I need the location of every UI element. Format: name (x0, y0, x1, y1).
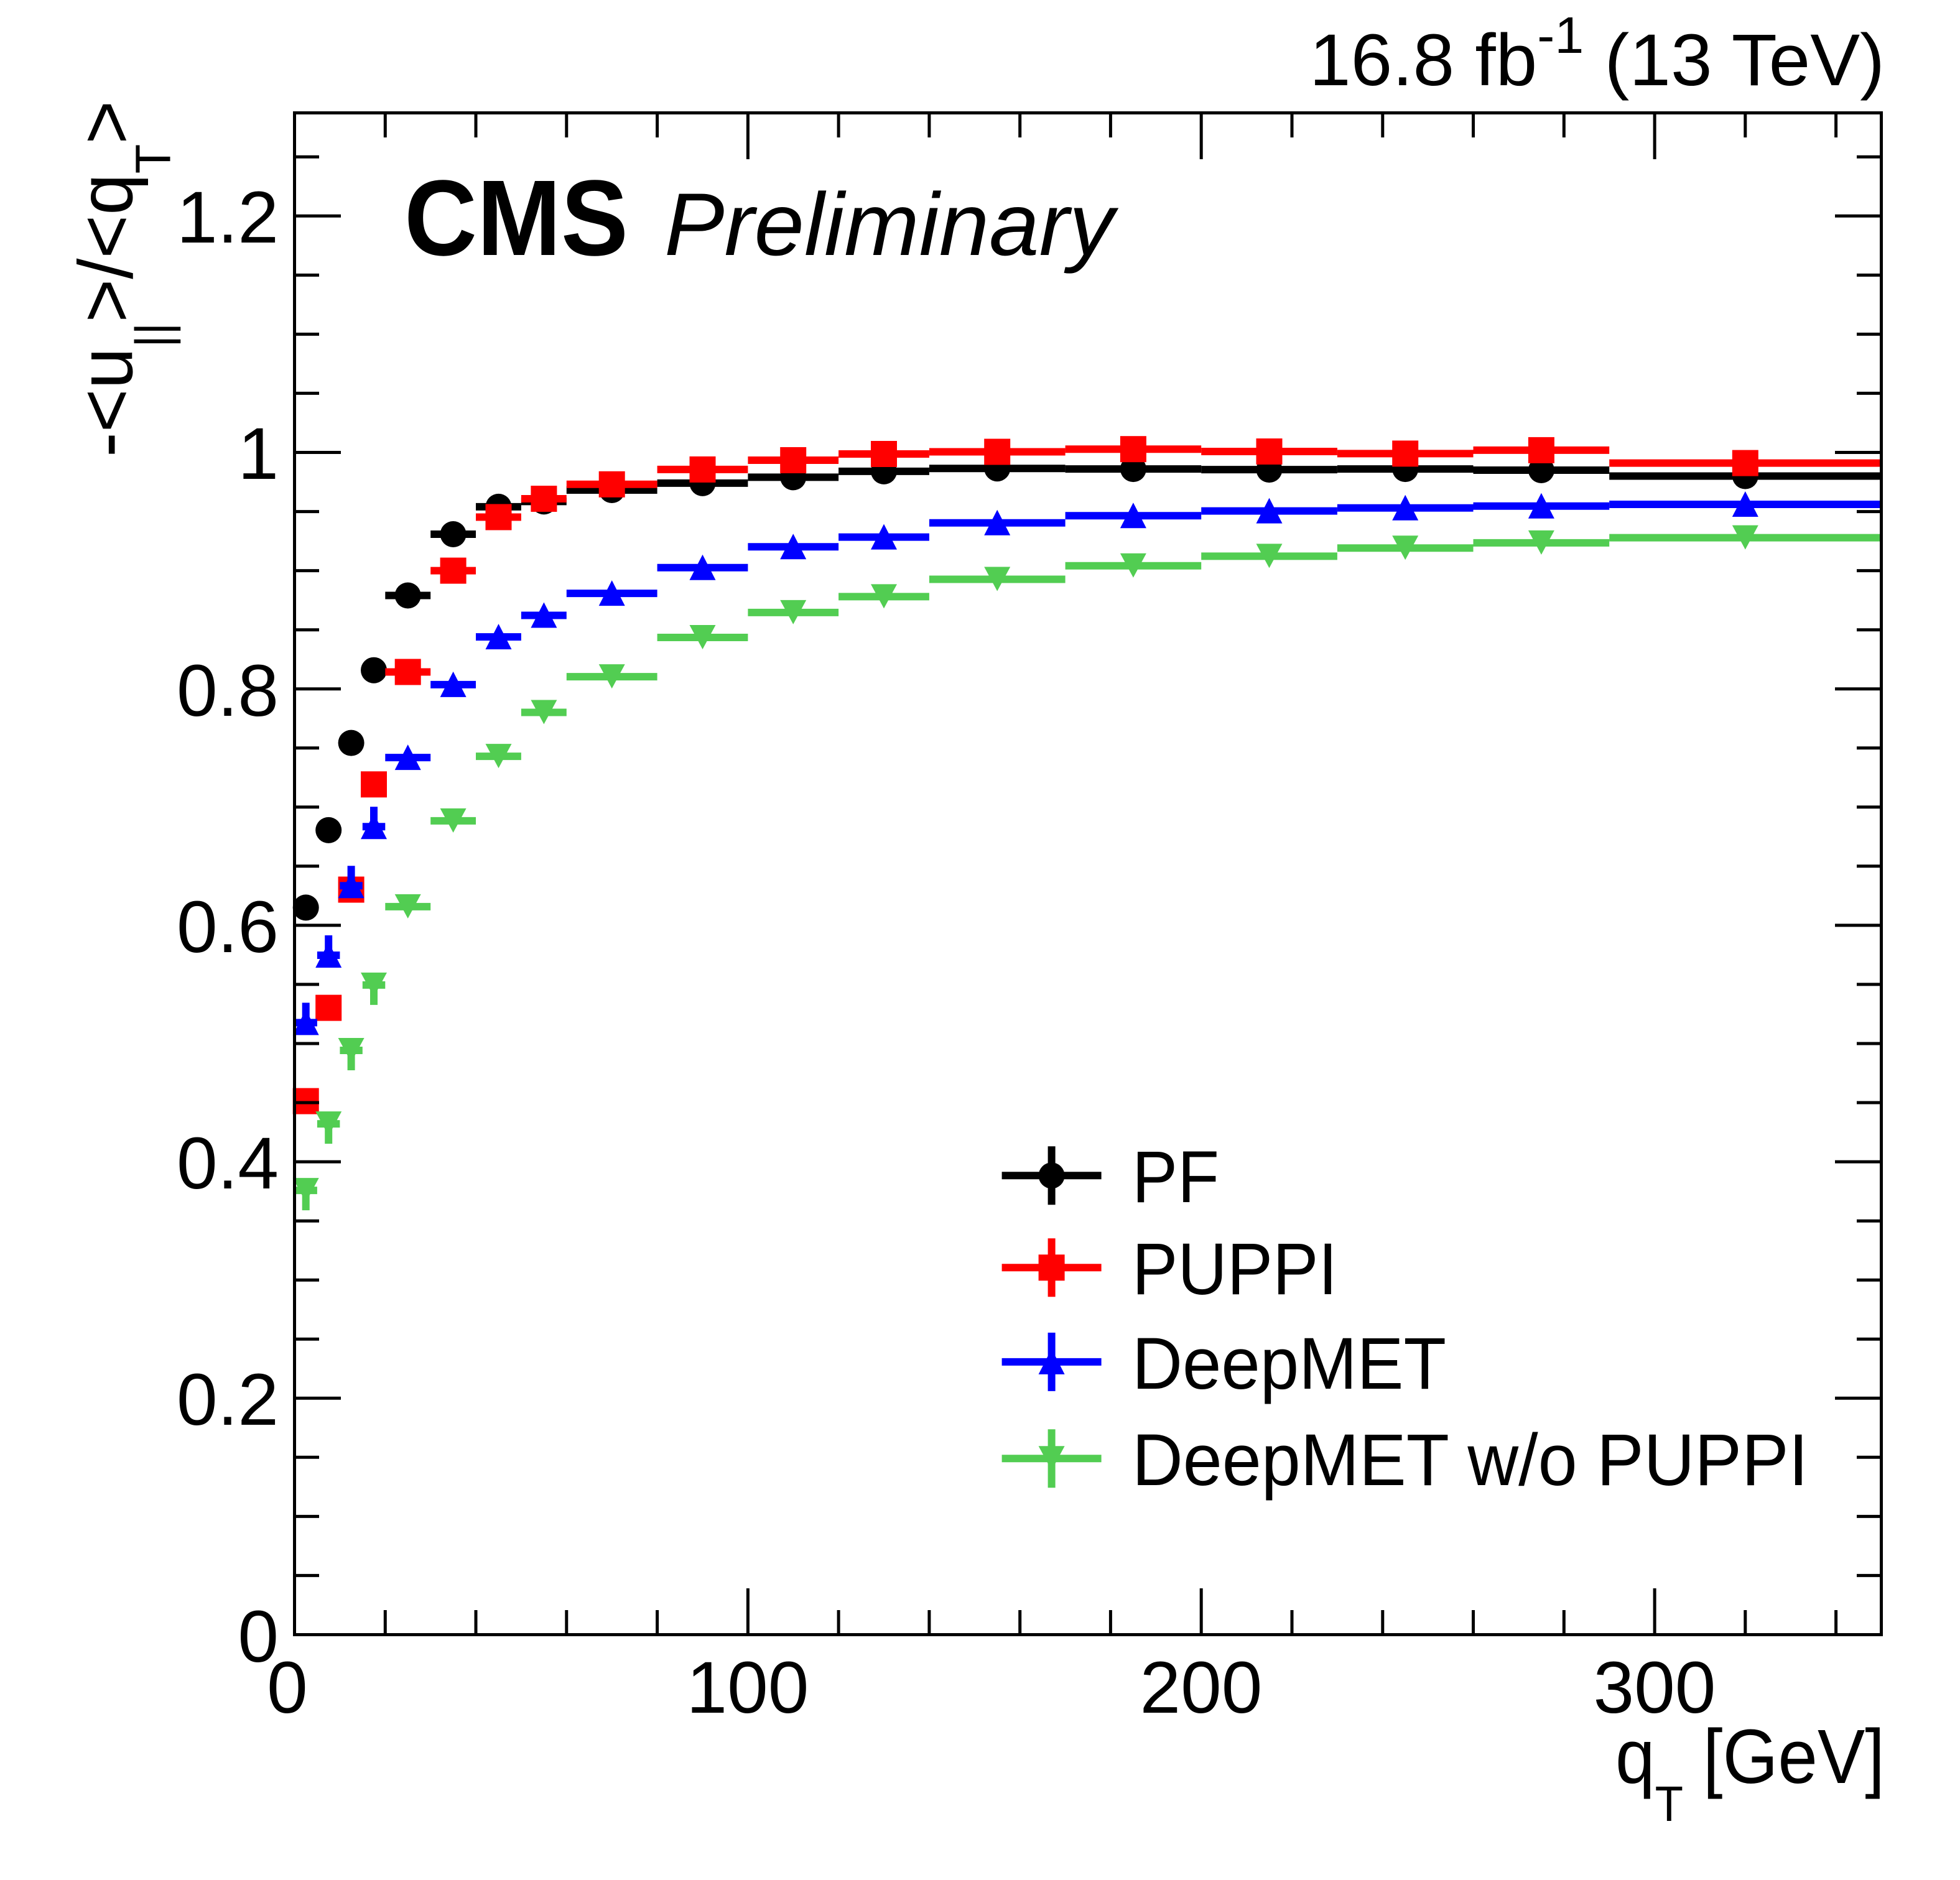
svg-text:Preliminary: Preliminary (664, 175, 1119, 274)
svg-text:1.2: 1.2 (177, 177, 279, 259)
svg-text:DeepMET: DeepMET (1132, 1323, 1446, 1405)
svg-text:0: 0 (267, 1647, 308, 1729)
svg-text:0.2: 0.2 (177, 1359, 279, 1441)
svg-text:0.8: 0.8 (177, 650, 279, 732)
svg-text:DeepMET w/o PUPPI: DeepMET w/o PUPPI (1132, 1419, 1808, 1501)
svg-text:PUPPI: PUPPI (1132, 1228, 1337, 1310)
svg-text:0.4: 0.4 (177, 1123, 279, 1205)
svg-text:16.8 fb-1 (13 TeV): 16.8 fb-1 (13 TeV) (1309, 6, 1885, 101)
svg-text:100: 100 (687, 1647, 809, 1729)
svg-text:1: 1 (238, 413, 279, 495)
svg-text:300: 300 (1594, 1647, 1716, 1729)
svg-text:CMS: CMS (404, 157, 628, 278)
svg-text:200: 200 (1140, 1647, 1263, 1729)
svg-text:0.6: 0.6 (177, 886, 279, 968)
svg-text:PF: PF (1132, 1136, 1219, 1218)
svg-text:0: 0 (238, 1596, 279, 1678)
